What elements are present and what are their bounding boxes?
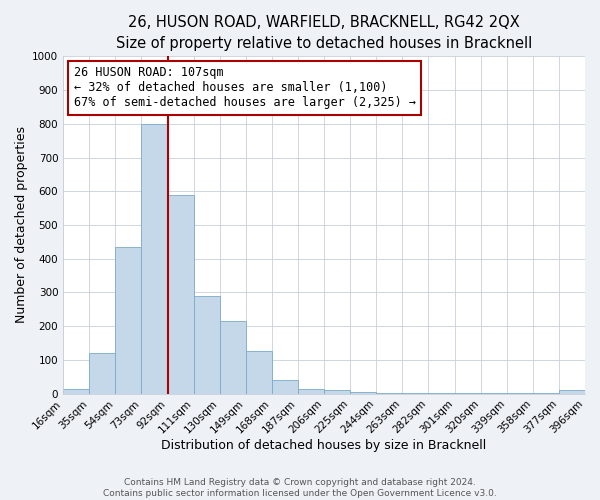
- Bar: [167, 194, 194, 394]
- Title: 26, HUSON ROAD, WARFIELD, BRACKNELL, RG42 2QX
Size of property relative to detac: 26, HUSON ROAD, WARFIELD, BRACKNELL, RG4…: [116, 15, 532, 51]
- Bar: [298, 388, 324, 394]
- Bar: [272, 380, 298, 394]
- Bar: [559, 390, 585, 394]
- Bar: [63, 388, 89, 394]
- Text: Contains HM Land Registry data © Crown copyright and database right 2024.
Contai: Contains HM Land Registry data © Crown c…: [103, 478, 497, 498]
- Y-axis label: Number of detached properties: Number of detached properties: [15, 126, 28, 324]
- Bar: [324, 390, 350, 394]
- Bar: [403, 393, 428, 394]
- Bar: [246, 352, 272, 394]
- Bar: [376, 393, 403, 394]
- Bar: [142, 124, 167, 394]
- Bar: [194, 296, 220, 394]
- X-axis label: Distribution of detached houses by size in Bracknell: Distribution of detached houses by size …: [161, 440, 487, 452]
- Bar: [89, 353, 115, 394]
- Bar: [115, 247, 142, 394]
- Bar: [220, 321, 246, 394]
- Bar: [350, 392, 376, 394]
- Text: 26 HUSON ROAD: 107sqm
← 32% of detached houses are smaller (1,100)
67% of semi-d: 26 HUSON ROAD: 107sqm ← 32% of detached …: [74, 66, 416, 110]
